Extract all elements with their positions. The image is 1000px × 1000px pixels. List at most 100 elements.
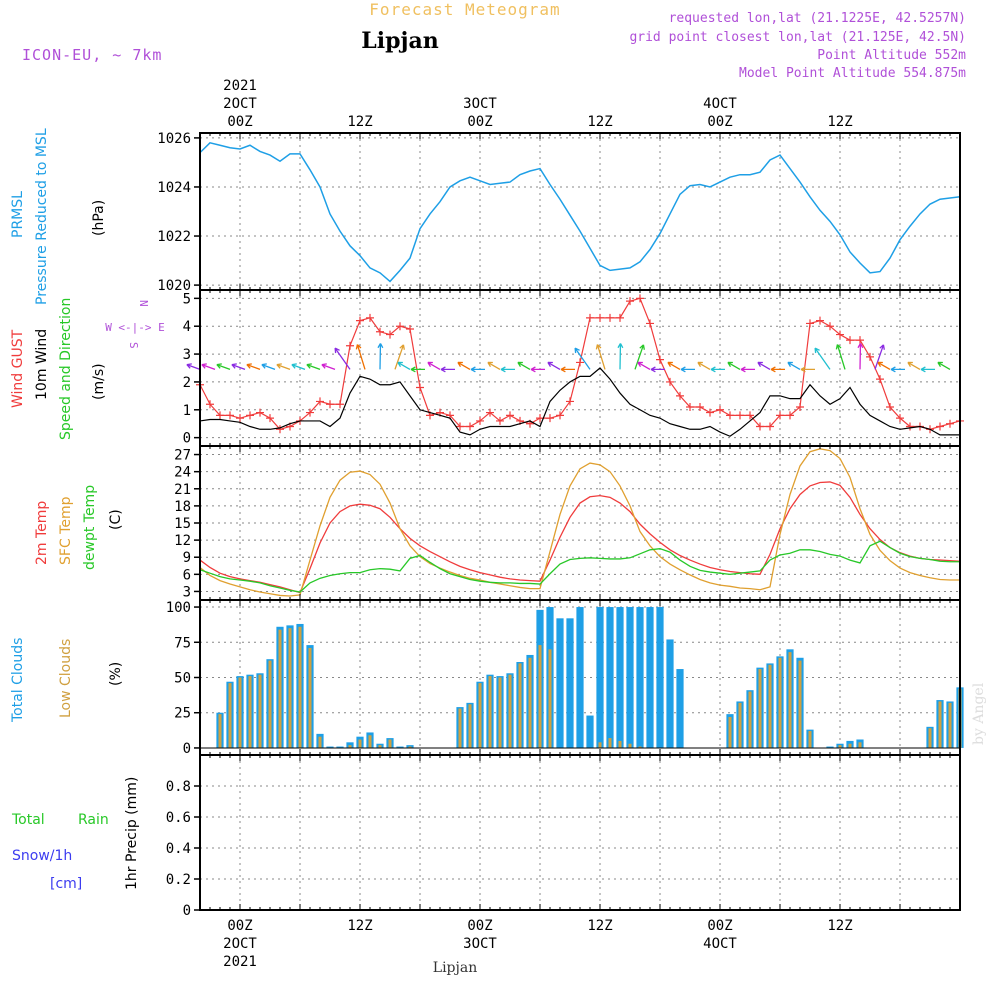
gust-marker — [616, 313, 624, 322]
compass-north: N — [137, 300, 150, 307]
low-cloud-bar — [928, 728, 932, 748]
wind-arrow — [216, 363, 231, 371]
wind-arrow — [727, 361, 741, 370]
temp-ytick-label: 6 — [183, 567, 191, 583]
model-altitude: Model Point Altitude 554.875m — [739, 66, 966, 81]
gust-marker — [626, 297, 634, 306]
wind-arrow — [835, 344, 846, 370]
gust-marker — [866, 352, 874, 361]
gust-marker — [936, 422, 944, 431]
temp-ytick-label: 24 — [174, 465, 191, 481]
low-cloud-bar — [948, 702, 952, 748]
low-cloud-bar — [218, 714, 222, 748]
gust-marker — [386, 330, 394, 339]
pressure-ytick-label: 1026 — [157, 131, 191, 147]
wind-ytick-label: 4 — [183, 319, 191, 335]
low-cloud-bar — [758, 669, 762, 748]
top-axis-label: 12Z — [827, 114, 852, 130]
bottom-axis-label: 4OCT — [703, 936, 737, 952]
total-cloud-bar — [826, 746, 834, 748]
low-cloud-bar — [728, 716, 732, 748]
wind-arrow — [470, 366, 485, 373]
gust-marker — [206, 400, 214, 409]
gust-marker — [496, 416, 504, 425]
wind-arrow — [355, 344, 366, 370]
temp-ytick-label: 27 — [174, 448, 191, 464]
rain-label: Rain — [78, 812, 109, 828]
low-cloud-bar — [638, 746, 642, 748]
low-cloud-bar — [298, 626, 302, 748]
total-cloud-bar — [606, 607, 614, 748]
wind-arrow — [321, 363, 336, 371]
gust-marker — [706, 408, 714, 417]
prmsl-desc-label: Pressure Reduced to MSL — [34, 128, 50, 305]
wind-arrow — [650, 366, 665, 373]
gust-marker — [696, 403, 704, 411]
gust-marker — [806, 319, 814, 328]
low-cloud-bar — [608, 738, 612, 748]
gust-marker — [686, 403, 694, 411]
total-cloud-bar — [336, 746, 344, 748]
requested-coords: requested lon,lat (21.1225E, 42.5257N) — [669, 11, 966, 26]
total-cloud-bar — [556, 618, 564, 748]
credit-watermark: by Angel — [971, 682, 987, 745]
gust-marker — [536, 414, 544, 423]
low-cloud-bar — [258, 674, 262, 748]
bottom-axis-label: 3OCT — [463, 936, 497, 952]
dewpt-line — [199, 540, 960, 593]
gust-marker — [246, 411, 254, 420]
sfc-temp-line — [199, 448, 960, 597]
wind-arrow — [291, 363, 306, 371]
gust-marker — [756, 422, 764, 431]
total-cloud-bar — [626, 607, 634, 748]
clouds-ytick-label: 100 — [166, 600, 191, 616]
wind-arrow — [680, 366, 695, 373]
low-cloud-bar — [478, 683, 482, 748]
gust-marker — [836, 330, 844, 339]
total-cloud-bar — [656, 607, 664, 748]
low-cloud-bar — [798, 660, 802, 748]
wind-ytick-label: 2 — [183, 375, 191, 391]
model-label: ICON-EU, ~ 7km — [22, 46, 162, 64]
total-rain-label: Total — [11, 812, 45, 828]
gust-marker — [506, 411, 514, 420]
gust-marker — [306, 408, 314, 417]
gust-marker — [656, 355, 664, 364]
wind-arrow — [231, 363, 246, 371]
wind-arrow — [427, 361, 441, 370]
gust-marker — [846, 336, 854, 345]
bottom-axis-label: 00Z — [227, 918, 252, 934]
wind-arrow — [246, 363, 261, 371]
total-cloud-bar — [566, 618, 574, 748]
wind-arrow — [814, 347, 831, 370]
wind-arrow — [500, 366, 515, 373]
prmsl-label: PRMSL — [10, 191, 26, 238]
gust-marker — [226, 411, 234, 420]
total-cloud-bar — [646, 607, 654, 748]
wind-arrow — [877, 361, 891, 370]
bottom-axis-label: 12Z — [347, 918, 372, 934]
wind-arrow — [667, 361, 681, 370]
wind-arrow — [276, 363, 291, 371]
total-cloud-bar — [596, 607, 604, 748]
temp-unit-label: (C) — [108, 509, 124, 530]
gust-marker — [236, 414, 244, 423]
low-cloud-bar — [488, 676, 492, 748]
wind-arrow — [800, 366, 815, 373]
wind-unit-label: (m/s) — [91, 363, 107, 400]
wind-dir-label: Speed and Direction — [58, 298, 74, 440]
gust-marker — [646, 319, 654, 328]
wind-arrow — [874, 344, 885, 370]
gust-marker — [906, 422, 914, 431]
low-cloud-bar — [358, 739, 362, 748]
low-cloud-bar — [548, 649, 552, 748]
closest-coords: grid point closest lon,lat (21.125E, 42.… — [629, 30, 966, 45]
temp-ytick-label: 12 — [174, 533, 191, 549]
wind10m-label: 10m Wind — [34, 329, 50, 400]
bottom-axis-label: 00Z — [467, 918, 492, 934]
temp-ytick-label: 9 — [183, 550, 191, 566]
precip-ytick-label: 0.6 — [166, 810, 191, 826]
gust-marker — [876, 375, 884, 384]
bottom-axis-label: 12Z — [827, 918, 852, 934]
total-cloud-bar — [666, 639, 674, 748]
